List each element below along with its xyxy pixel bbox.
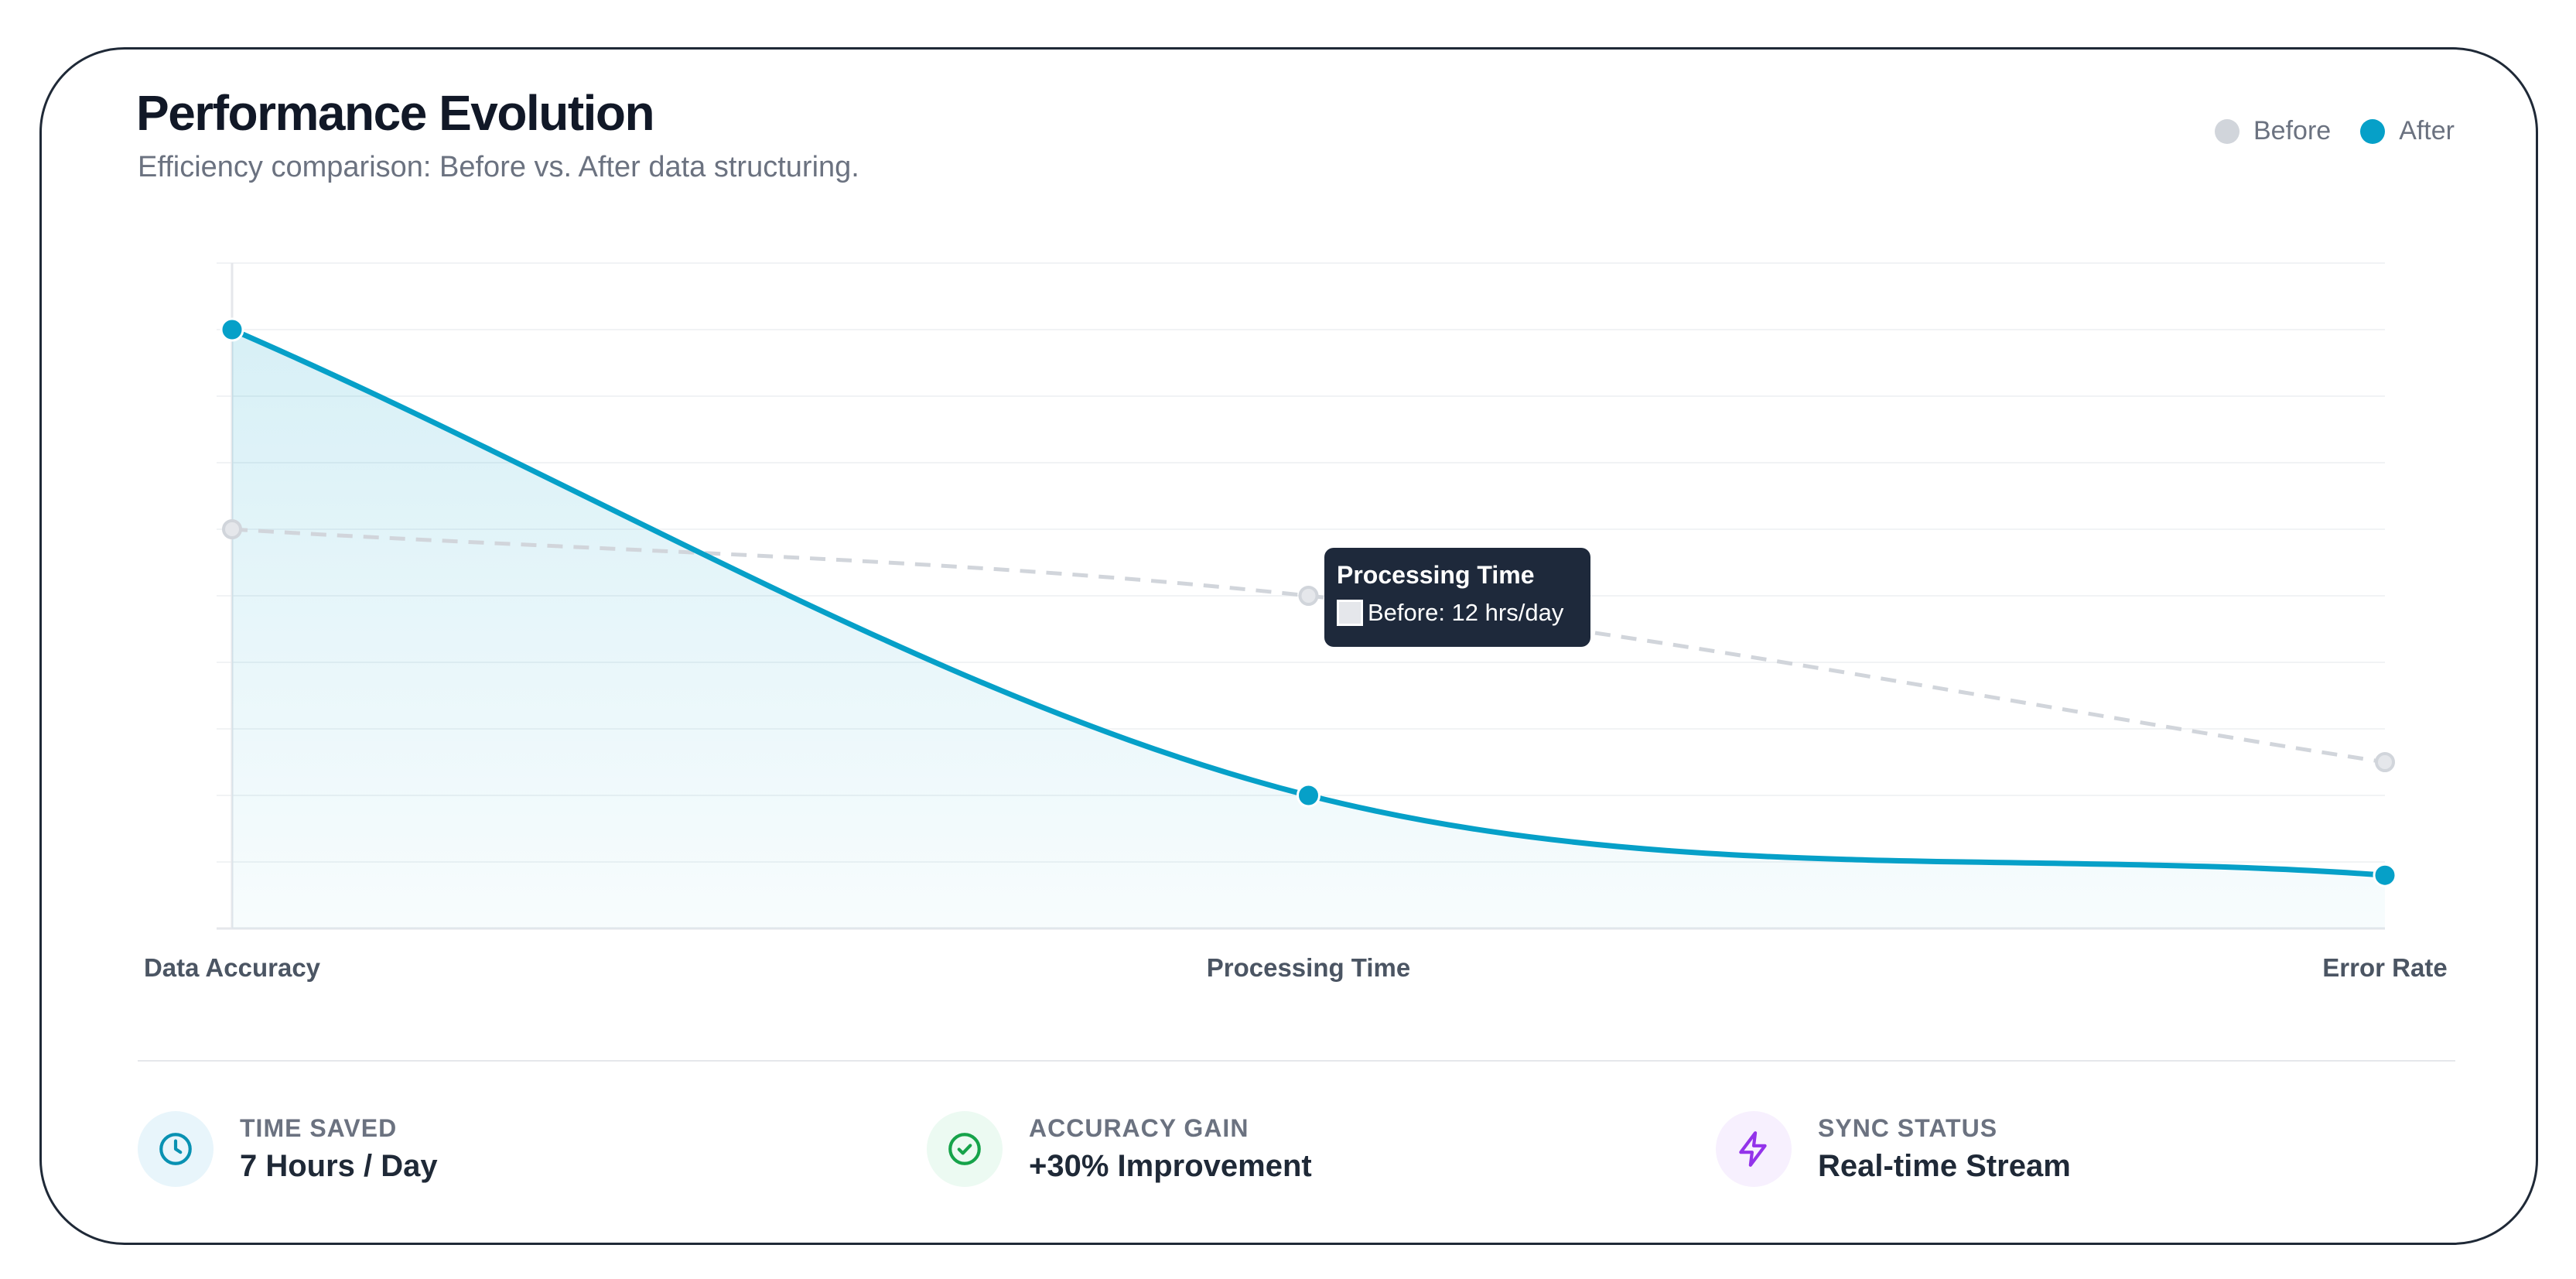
x-tick-label: Processing Time <box>1207 953 1411 982</box>
chart-tooltip: Processing Time Before: 12 hrs/day <box>1324 548 1590 647</box>
legend-item-after[interactable]: After <box>2360 116 2455 146</box>
before-point-error-rate[interactable] <box>2375 752 2395 772</box>
tooltip-value: Before: 12 hrs/day <box>1368 599 1564 627</box>
chart-subtitle: Efficiency comparison: Before vs. After … <box>138 151 859 183</box>
stat-label: SYNC STATUS <box>1818 1113 1998 1142</box>
stat-accuracy-gain: ACCURACY GAIN +30% Improvement <box>927 1111 1312 1187</box>
before-point-processing-time[interactable] <box>1298 586 1319 606</box>
stat-value: +30% Improvement <box>1029 1149 1312 1184</box>
lightning-icon <box>1716 1111 1792 1187</box>
clock-icon <box>138 1111 214 1187</box>
stat-value: 7 Hours / Day <box>240 1149 438 1184</box>
stat-label: TIME SAVED <box>240 1113 398 1142</box>
stat-sync-status: SYNC STATUS Real-time Stream <box>1716 1111 2071 1187</box>
check-circle-icon <box>927 1111 1003 1187</box>
stats-divider <box>138 1060 2455 1062</box>
before-point-data-accuracy[interactable] <box>222 519 242 539</box>
stat-value: Real-time Stream <box>1818 1149 2071 1184</box>
chart-title: Performance Evolution <box>136 85 655 141</box>
after-point-processing-time[interactable] <box>1297 783 1320 808</box>
chart-legend: Before After <box>2215 116 2455 146</box>
tooltip-swatch <box>1337 600 1363 627</box>
after-point-error-rate[interactable] <box>2373 863 2397 887</box>
tooltip-title: Processing Time <box>1337 561 1535 589</box>
legend-label-after: After <box>2399 116 2455 145</box>
stat-time-saved: TIME SAVED 7 Hours / Day <box>138 1111 438 1187</box>
x-tick-label: Data Accuracy <box>144 953 321 982</box>
legend-item-before[interactable]: Before <box>2215 116 2331 146</box>
after-point-data-accuracy[interactable] <box>220 317 244 342</box>
stat-label: ACCURACY GAIN <box>1029 1113 1249 1142</box>
legend-swatch-before <box>2215 118 2239 144</box>
chart-points <box>220 317 2397 887</box>
x-axis-ticks: Data Accuracy Processing Time Error Rate <box>144 953 2448 982</box>
legend-label-before: Before <box>2253 116 2332 145</box>
x-tick-label: Error Rate <box>2322 953 2447 982</box>
after-series-area <box>232 330 2385 928</box>
tooltip-row: Before: 12 hrs/day <box>1337 599 1578 627</box>
legend-swatch-after <box>2360 118 2386 144</box>
